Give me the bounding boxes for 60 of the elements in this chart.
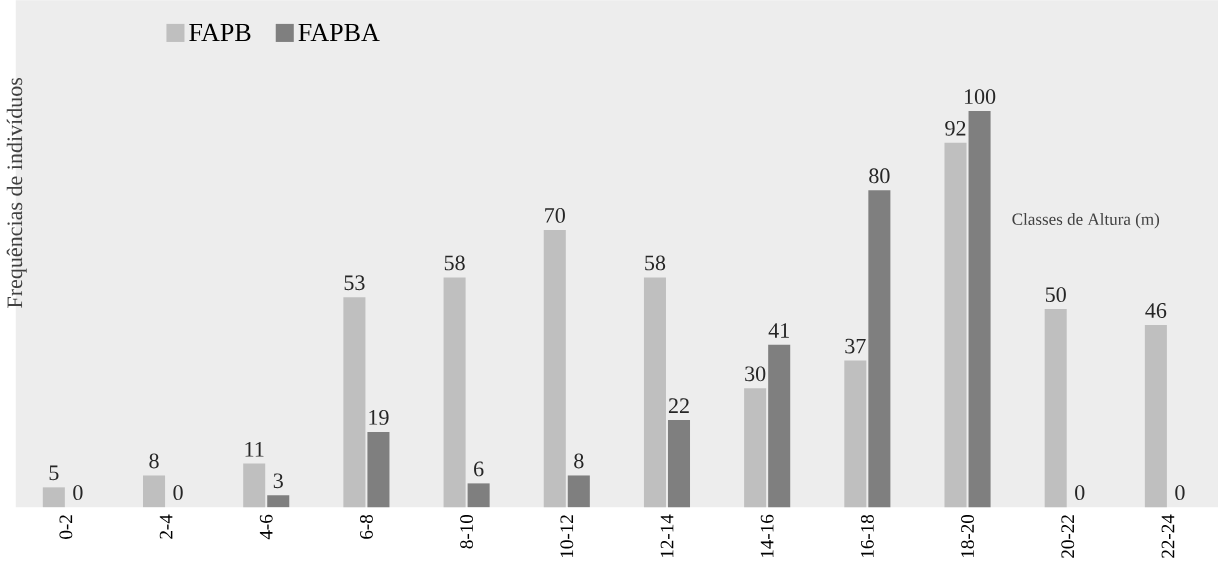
x-tick-label: 14-16 xyxy=(760,514,774,557)
data-label: 11 xyxy=(245,441,264,457)
data-label: 92 xyxy=(945,120,966,136)
x-tick-label: 0-2 xyxy=(59,515,73,539)
bar xyxy=(768,344,791,507)
bar xyxy=(543,229,566,507)
data-label: 80 xyxy=(869,168,890,184)
bar xyxy=(267,495,290,507)
data-label: 0 xyxy=(173,485,183,500)
bar xyxy=(467,483,490,507)
bar xyxy=(868,190,891,507)
data-label: 8 xyxy=(574,453,584,469)
bar xyxy=(42,487,65,507)
x-tick-label: 20-22 xyxy=(1061,515,1075,558)
x-tick-label: 6-8 xyxy=(359,514,373,539)
bar xyxy=(643,277,666,507)
data-label: 46 xyxy=(1145,302,1167,318)
data-label: 5 xyxy=(49,465,59,481)
bar xyxy=(844,360,867,507)
data-label: 50 xyxy=(1045,287,1066,302)
data-label: 53 xyxy=(344,275,365,291)
bar xyxy=(567,475,590,507)
y-axis-title: Frequências de indivíduos xyxy=(6,77,27,308)
x-tick-label: 16-18 xyxy=(860,514,874,557)
data-label: 0 xyxy=(73,485,83,500)
x-tick-label: 10-12 xyxy=(560,515,574,557)
legend-label: FAPB xyxy=(189,23,251,41)
annotation: Classes de Altura (m) xyxy=(1012,212,1160,229)
data-label: 6 xyxy=(474,461,484,477)
data-label: 58 xyxy=(444,255,465,271)
data-label: 3 xyxy=(273,473,283,489)
bar xyxy=(1044,308,1067,507)
data-label: 0 xyxy=(1175,485,1185,500)
data-label: 0 xyxy=(1075,485,1085,500)
bar xyxy=(367,431,390,507)
legend-label: FAPBA xyxy=(298,23,380,41)
x-tick-label: 4-6 xyxy=(259,514,273,540)
data-label: 70 xyxy=(545,207,565,223)
data-label: 22 xyxy=(668,398,689,413)
data-label: 100 xyxy=(964,89,996,104)
bar xyxy=(944,142,967,507)
data-label: 37 xyxy=(845,338,866,354)
data-label: 19 xyxy=(369,409,389,425)
bar xyxy=(343,297,366,507)
x-tick-label: 18-20 xyxy=(961,514,974,557)
bar xyxy=(443,277,466,507)
bar xyxy=(1144,324,1167,507)
x-tick-label: 8-10 xyxy=(460,514,474,549)
bar xyxy=(968,110,991,507)
x-tick-label: 22-24 xyxy=(1161,514,1175,558)
data-label: 58 xyxy=(645,255,666,271)
bar xyxy=(243,463,266,507)
bar xyxy=(667,419,691,507)
x-tick-label: 2-4 xyxy=(159,514,173,539)
x-tick-label: 12-14 xyxy=(660,514,674,557)
bar xyxy=(143,475,166,507)
data-label: 30 xyxy=(745,366,766,382)
bar xyxy=(744,388,767,507)
data-label: 8 xyxy=(149,453,159,469)
data-label: 41 xyxy=(768,322,789,338)
